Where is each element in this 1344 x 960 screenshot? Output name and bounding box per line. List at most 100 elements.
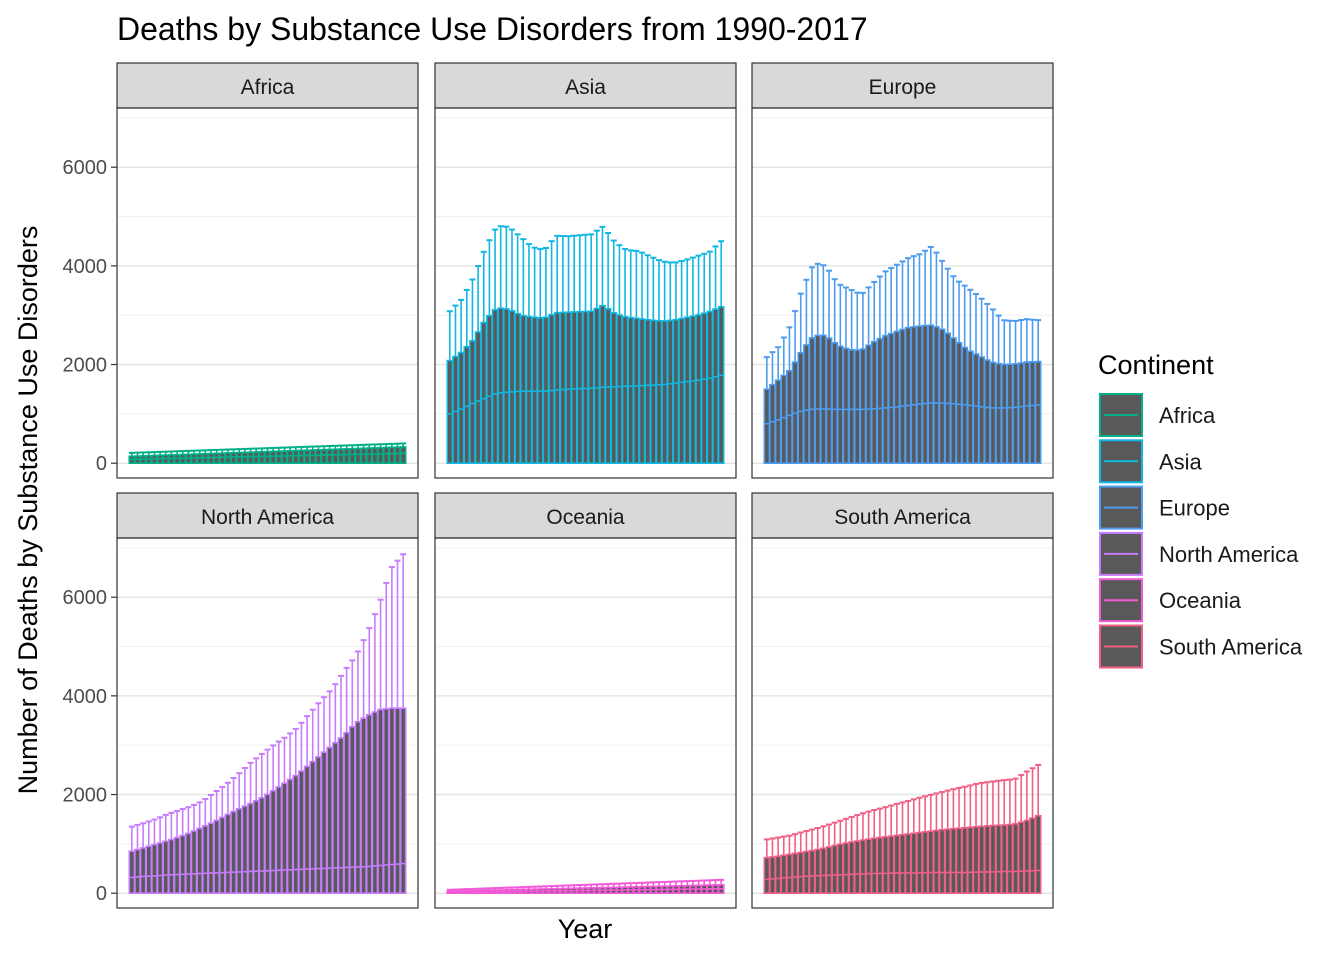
bar <box>1034 814 1042 894</box>
legend-title: Continent <box>1098 350 1214 380</box>
bar <box>264 450 271 464</box>
bar <box>899 833 906 894</box>
y-tick-label: 0 <box>96 883 107 905</box>
facet-strip <box>434 492 737 539</box>
panel-border <box>751 107 1054 479</box>
bar <box>497 307 505 465</box>
bar <box>683 316 691 464</box>
bar <box>252 451 260 465</box>
bar <box>394 707 401 895</box>
bar <box>983 359 991 464</box>
legend: Africa Asia Europe North America Oceania Sout… <box>1099 393 1303 669</box>
bar <box>717 306 725 464</box>
legend-label: Africa <box>1159 403 1216 428</box>
bar <box>235 807 243 895</box>
panel-africa: Africa 0 2000 4000 6000 <box>63 62 419 479</box>
bar <box>388 446 396 464</box>
bar <box>486 314 493 465</box>
bar <box>230 810 237 895</box>
bar <box>921 831 929 894</box>
bar <box>337 737 345 894</box>
bar <box>275 450 283 465</box>
bar <box>303 449 311 464</box>
facet-strip-label: Oceania <box>546 506 625 529</box>
bar <box>786 853 793 895</box>
bar <box>899 328 906 464</box>
facet-strip-label: Europe <box>869 76 937 99</box>
bar <box>621 315 629 464</box>
y-tick-label: 2000 <box>63 355 108 377</box>
bar <box>446 359 454 465</box>
bar <box>1034 360 1042 464</box>
panel-border <box>434 107 737 479</box>
bar <box>303 765 311 894</box>
bar <box>252 799 260 895</box>
bar <box>201 825 209 895</box>
bar <box>457 351 465 464</box>
bar <box>955 827 963 895</box>
bar <box>1023 819 1031 894</box>
bar <box>706 310 714 464</box>
bar <box>587 310 595 464</box>
bar <box>168 838 175 895</box>
bar <box>848 349 855 465</box>
bar <box>921 324 929 464</box>
legend-item-asia: Asia <box>1099 439 1203 484</box>
bar <box>582 310 589 464</box>
bar <box>247 802 254 895</box>
facet-strip <box>116 492 419 539</box>
bar <box>966 826 974 895</box>
bar <box>712 308 719 464</box>
bar <box>230 451 237 464</box>
facet-strip-label: Africa <box>241 76 295 99</box>
y-tick-label: 2000 <box>63 785 108 807</box>
bar <box>531 316 538 464</box>
bar <box>927 324 935 464</box>
bar <box>1029 817 1036 894</box>
bar <box>207 822 215 895</box>
y-axis-label: Number of Deaths by Substance Use Disord… <box>13 226 43 795</box>
bar <box>695 314 702 465</box>
bar <box>553 311 561 464</box>
bar <box>576 310 584 464</box>
bar <box>808 337 816 465</box>
bar <box>258 797 266 895</box>
bar <box>672 318 680 465</box>
bar <box>780 374 788 465</box>
bar <box>1012 363 1019 464</box>
bar <box>399 707 407 895</box>
bar <box>820 334 827 464</box>
legend-item-europe: Europe <box>1099 485 1230 530</box>
legend-label: Asia <box>1159 449 1203 474</box>
bar <box>292 774 300 894</box>
bar <box>162 840 170 894</box>
bar <box>365 447 373 465</box>
bar <box>134 848 141 894</box>
bar <box>876 337 884 465</box>
bar <box>797 351 805 464</box>
bar <box>275 786 283 894</box>
bar <box>247 451 254 465</box>
bar <box>269 450 277 464</box>
bar <box>836 345 844 464</box>
bar <box>882 836 889 894</box>
facet-strip-label: South America <box>834 506 971 529</box>
bar <box>348 726 356 895</box>
bar <box>1017 362 1025 464</box>
bar <box>831 844 839 894</box>
bar <box>503 308 510 465</box>
bar <box>955 341 963 465</box>
bar <box>978 356 985 464</box>
bar <box>235 451 243 465</box>
bar <box>876 836 884 894</box>
panel-europe: Europe <box>751 62 1054 479</box>
bar <box>933 829 940 894</box>
bar <box>610 312 618 464</box>
bar <box>989 361 997 465</box>
bar <box>281 782 288 894</box>
bar <box>320 448 328 465</box>
bar <box>1029 361 1036 464</box>
bar <box>916 831 923 894</box>
bar <box>814 334 822 464</box>
